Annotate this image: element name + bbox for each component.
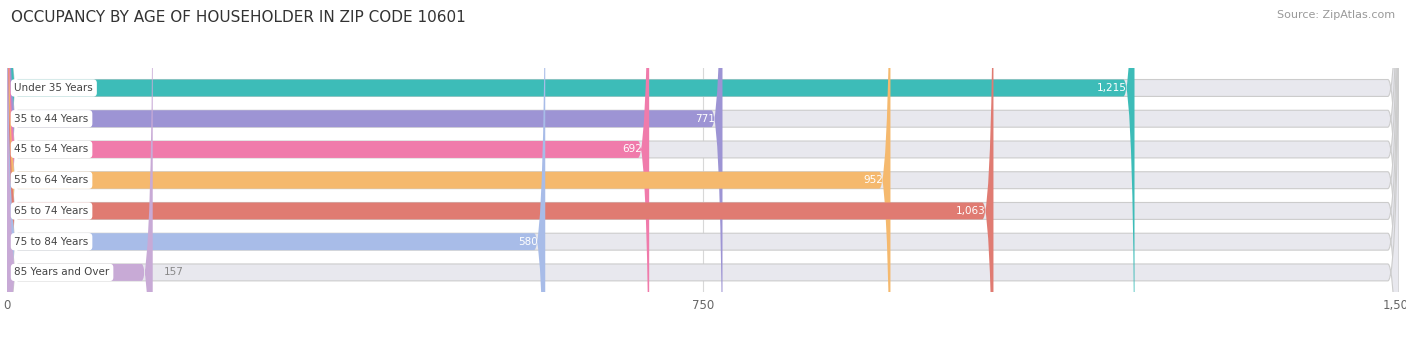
FancyBboxPatch shape — [7, 0, 546, 340]
Text: 952: 952 — [863, 175, 883, 185]
FancyBboxPatch shape — [7, 0, 1399, 340]
FancyBboxPatch shape — [7, 0, 153, 340]
Text: 692: 692 — [621, 144, 641, 154]
FancyBboxPatch shape — [7, 0, 1399, 340]
FancyBboxPatch shape — [7, 0, 890, 340]
FancyBboxPatch shape — [7, 0, 650, 340]
Text: Under 35 Years: Under 35 Years — [14, 83, 93, 93]
FancyBboxPatch shape — [7, 0, 1399, 340]
FancyBboxPatch shape — [7, 0, 1399, 340]
Text: 771: 771 — [695, 114, 716, 124]
Text: 1,063: 1,063 — [956, 206, 986, 216]
FancyBboxPatch shape — [7, 0, 1399, 340]
FancyBboxPatch shape — [7, 0, 1399, 340]
FancyBboxPatch shape — [7, 0, 723, 340]
Text: 55 to 64 Years: 55 to 64 Years — [14, 175, 89, 185]
Text: OCCUPANCY BY AGE OF HOUSEHOLDER IN ZIP CODE 10601: OCCUPANCY BY AGE OF HOUSEHOLDER IN ZIP C… — [11, 10, 465, 25]
Text: 85 Years and Over: 85 Years and Over — [14, 268, 110, 277]
FancyBboxPatch shape — [7, 0, 1135, 340]
Text: 157: 157 — [165, 268, 184, 277]
Text: 1,215: 1,215 — [1097, 83, 1128, 93]
Text: 75 to 84 Years: 75 to 84 Years — [14, 237, 89, 247]
Text: 35 to 44 Years: 35 to 44 Years — [14, 114, 89, 124]
Text: 65 to 74 Years: 65 to 74 Years — [14, 206, 89, 216]
Text: 580: 580 — [517, 237, 538, 247]
FancyBboxPatch shape — [7, 0, 994, 340]
FancyBboxPatch shape — [7, 0, 1399, 340]
Text: Source: ZipAtlas.com: Source: ZipAtlas.com — [1277, 10, 1395, 20]
Text: 45 to 54 Years: 45 to 54 Years — [14, 144, 89, 154]
